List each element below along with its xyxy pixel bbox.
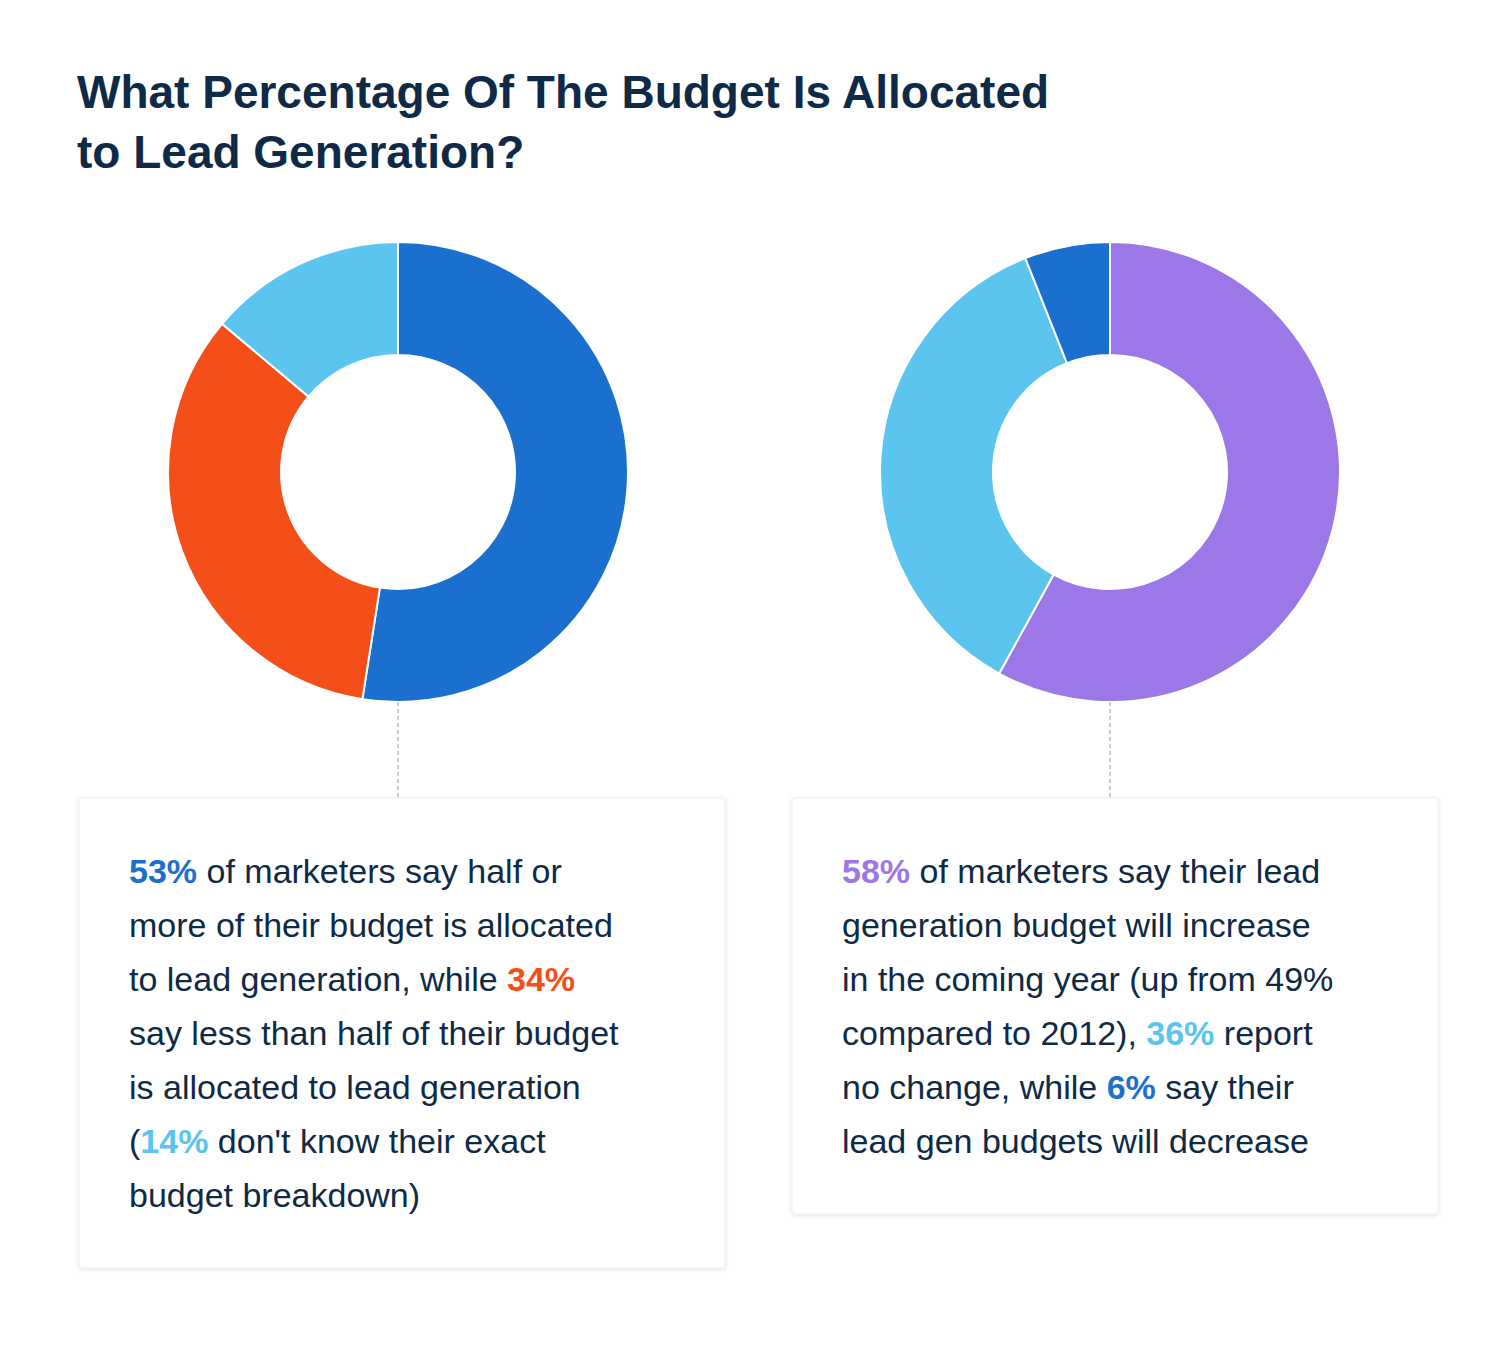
caption-text: of marketers say half or [197,852,562,890]
caption-line: is allocated to lead generation [129,1068,581,1106]
connector [1109,702,1111,798]
caption-line: no change, while 6% say their [842,1068,1294,1106]
caption-text: no change, while [842,1068,1107,1106]
slice [1025,242,1110,363]
caption-text: don't know their exact [208,1122,546,1160]
caption-highlight: 58% [842,852,910,890]
slice [222,242,398,397]
caption-line: budget breakdown) [129,1176,420,1214]
caption-text: say less than half of their budget [129,1014,619,1052]
caption-line: in the coming year (up from 49% [842,960,1333,998]
caption-text: ( [129,1122,141,1160]
caption-text: report [1214,1014,1313,1052]
caption-line: to lead generation, while 34% [129,960,575,998]
caption-line: more of their budget is allocated [129,906,613,944]
caption-highlight: 53% [129,852,197,890]
connector [397,702,399,798]
caption-line: say less than half of their budget [129,1014,619,1052]
caption-line: 58% of marketers say their lead [842,852,1320,890]
caption-highlight: 14% [140,1122,208,1160]
caption-text: generation budget will increase [842,906,1311,944]
caption-highlight: 34% [507,960,575,998]
caption-text: in the coming year (up from 49% [842,960,1333,998]
caption-text: more of their budget is allocated [129,906,613,944]
canvas: What Percentage Of The Budget Is Allocat… [0,0,1510,1345]
title-line: to Lead Generation? [77,126,524,178]
caption-box [79,798,725,1268]
donut [880,242,1340,702]
caption-line: compared to 2012), 36% report [842,1014,1313,1052]
caption-text: compared to 2012), [842,1014,1146,1052]
slice [999,242,1340,702]
caption-text: budget breakdown) [129,1176,420,1214]
caption-line: generation budget will increase [842,906,1311,944]
title-line: What Percentage Of The Budget Is Allocat… [77,66,1049,118]
caption-line: lead gen budgets will decrease [842,1122,1309,1160]
caption-highlight: 6% [1107,1068,1156,1106]
caption-text: to lead generation, while [129,960,507,998]
caption-text: is allocated to lead generation [129,1068,581,1106]
slice [880,258,1067,673]
slice [362,242,628,702]
caption-line: 53% of marketers say half or [129,852,562,890]
caption-text: lead gen budgets will decrease [842,1122,1309,1160]
donut [168,242,628,702]
slice [168,324,380,699]
caption-line: (14% don't know their exact [129,1122,546,1160]
caption-text: say their [1156,1068,1294,1106]
caption-highlight: 36% [1146,1014,1214,1052]
caption-box [792,798,1438,1214]
title: What Percentage Of The Budget Is Allocat… [77,66,1049,178]
caption-text: of marketers say their lead [910,852,1320,890]
